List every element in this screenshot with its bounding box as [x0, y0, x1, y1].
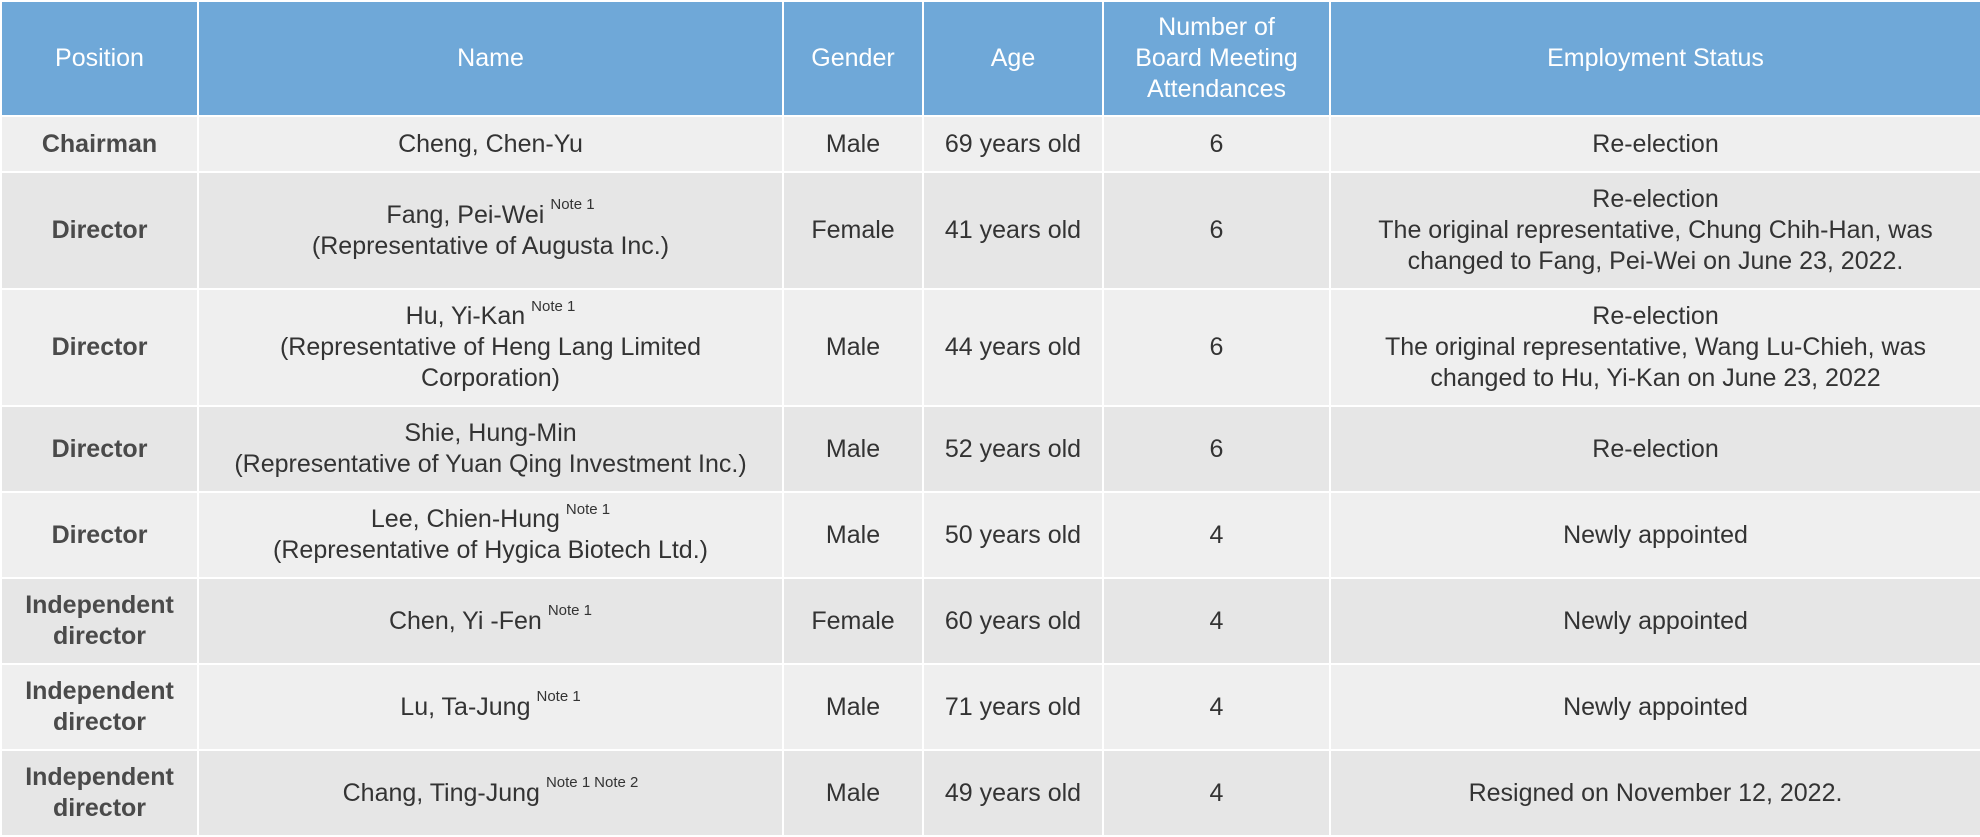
cell-gender: Male: [782, 491, 924, 579]
status-main: Re-election: [1592, 302, 1719, 330]
cell-position: Independent director: [0, 577, 199, 665]
cell-attendance: 6: [1102, 288, 1331, 407]
status-detail: The original representative, Wang Lu-Chi…: [1384, 333, 1926, 392]
cell-attendance: 6: [1102, 115, 1331, 173]
cell-status: Re-election The original representative,…: [1329, 171, 1980, 290]
status-main: Newly appointed: [1563, 692, 1748, 721]
cell-attendance: 6: [1102, 405, 1331, 493]
note-marker: Note 1: [565, 500, 611, 518]
cell-position: Chairman: [0, 115, 199, 173]
director-name: Shie, Hung-Min: [404, 419, 577, 447]
cell-name: Hu, Yi-Kan Note 1 (Representative of Heng…: [197, 288, 784, 407]
cell-age: 49 years old: [922, 749, 1104, 837]
cell-gender: Female: [782, 171, 924, 290]
table-row: Director Shie, Hung-Min (Representative …: [0, 405, 1980, 493]
table-row: Independent director Lu, Ta-Jung Note 1 M…: [0, 663, 1980, 751]
cell-gender: Male: [782, 749, 924, 837]
status-main: Re-election: [1592, 185, 1719, 213]
header-name: Name: [197, 0, 784, 117]
cell-gender: Male: [782, 288, 924, 407]
cell-age: 52 years old: [922, 405, 1104, 493]
note-marker: Note 1: [547, 602, 593, 620]
cell-age: 69 years old: [922, 115, 1104, 173]
cell-age: 50 years old: [922, 491, 1104, 579]
cell-status: Re-election The original representative,…: [1329, 288, 1980, 407]
cell-status: Re-election: [1329, 405, 1980, 493]
cell-name: Lu, Ta-Jung Note 1: [197, 663, 784, 751]
cell-attendance: 4: [1102, 577, 1331, 665]
director-name: Fang, Pei-Wei: [386, 200, 545, 229]
cell-status: Re-election: [1329, 115, 1980, 173]
table-row: Director Lee, Chien-Hung Note 1 (Represen…: [0, 491, 1980, 579]
note-marker: Note 1: [550, 196, 595, 214]
cell-position: Independent director: [0, 749, 199, 837]
cell-name: Fang, Pei-Wei Note 1 (Representative of A…: [197, 171, 784, 290]
cell-position: Director: [0, 288, 199, 407]
cell-gender: Male: [782, 405, 924, 493]
table-row: Chairman Cheng, Chen-Yu Male 69 years ol…: [0, 115, 1980, 173]
director-name: Cheng, Chen-Yu: [398, 129, 583, 158]
representative-of: (Representative of Augusta Inc.): [311, 231, 670, 260]
table-row: Director Hu, Yi-Kan Note 1 (Representativ…: [0, 288, 1980, 407]
cell-attendance: 4: [1102, 663, 1331, 751]
cell-status: Newly appointed: [1329, 577, 1980, 665]
header-age: Age: [922, 0, 1104, 117]
cell-name: Chen, Yi -Fen Note 1: [197, 577, 784, 665]
director-name: Chen, Yi -Fen: [388, 606, 542, 635]
status-main: Resigned on November 12, 2022.: [1468, 778, 1843, 807]
note-marker: Note 1: [545, 774, 591, 792]
cell-name: Chang, Ting-Jung Note 1 Note 2: [197, 749, 784, 837]
cell-position: Director: [0, 405, 199, 493]
cell-name: Lee, Chien-Hung Note 1 (Representative of…: [197, 491, 784, 579]
status-main: Re-election: [1592, 434, 1719, 463]
note-marker: Note 2: [594, 774, 639, 792]
cell-age: 44 years old: [922, 288, 1104, 407]
cell-position: Director: [0, 171, 199, 290]
table-row: Director Fang, Pei-Wei Note 1 (Representa…: [0, 171, 1980, 290]
header-position: Position: [0, 0, 199, 117]
representative-of: (Representative of Yuan Qing Investment …: [234, 450, 747, 478]
header-row: Position Name Gender Age Number of Board…: [0, 0, 1980, 117]
status-main: Re-election: [1592, 129, 1719, 158]
cell-gender: Male: [782, 663, 924, 751]
cell-status: Newly appointed: [1329, 663, 1980, 751]
note-marker: Note 1: [531, 297, 576, 315]
cell-attendance: 4: [1102, 749, 1331, 837]
cell-attendance: 6: [1102, 171, 1331, 290]
cell-attendance: 4: [1102, 491, 1331, 579]
director-name: Lee, Chien-Hung: [370, 505, 560, 533]
director-name: Hu, Yi-Kan: [405, 302, 526, 330]
cell-position: Independent director: [0, 663, 199, 751]
cell-age: 71 years old: [922, 663, 1104, 751]
table-row: Independent director Chen, Yi -Fen Note 1…: [0, 577, 1980, 665]
cell-age: 60 years old: [922, 577, 1104, 665]
cell-status: Newly appointed: [1329, 491, 1980, 579]
header-gender: Gender: [782, 0, 924, 117]
status-detail: The original representative, Chung Chih-…: [1378, 216, 1933, 275]
cell-position: Director: [0, 491, 199, 579]
status-main: Newly appointed: [1563, 606, 1748, 635]
cell-name: Cheng, Chen-Yu: [197, 115, 784, 173]
table-row: Independent director Chang, Ting-Jung Not…: [0, 749, 1980, 837]
cell-gender: Female: [782, 577, 924, 665]
cell-gender: Male: [782, 115, 924, 173]
director-name: Lu, Ta-Jung: [400, 692, 531, 721]
header-employment-status: Employment Status: [1329, 0, 1980, 117]
status-main: Newly appointed: [1563, 520, 1748, 549]
cell-age: 41 years old: [922, 171, 1104, 290]
director-name: Chang, Ting-Jung: [342, 778, 540, 807]
header-attendance: Number of Board Meeting Attendances: [1102, 0, 1331, 117]
note-marker: Note 1: [536, 688, 581, 706]
cell-name: Shie, Hung-Min (Representative of Yuan Q…: [197, 405, 784, 493]
cell-status: Resigned on November 12, 2022.: [1329, 749, 1980, 837]
representative-of: (Representative of Hygica Biotech Ltd.): [273, 536, 708, 564]
representative-of: (Representative of Heng Lang Limited Cor…: [279, 333, 702, 392]
